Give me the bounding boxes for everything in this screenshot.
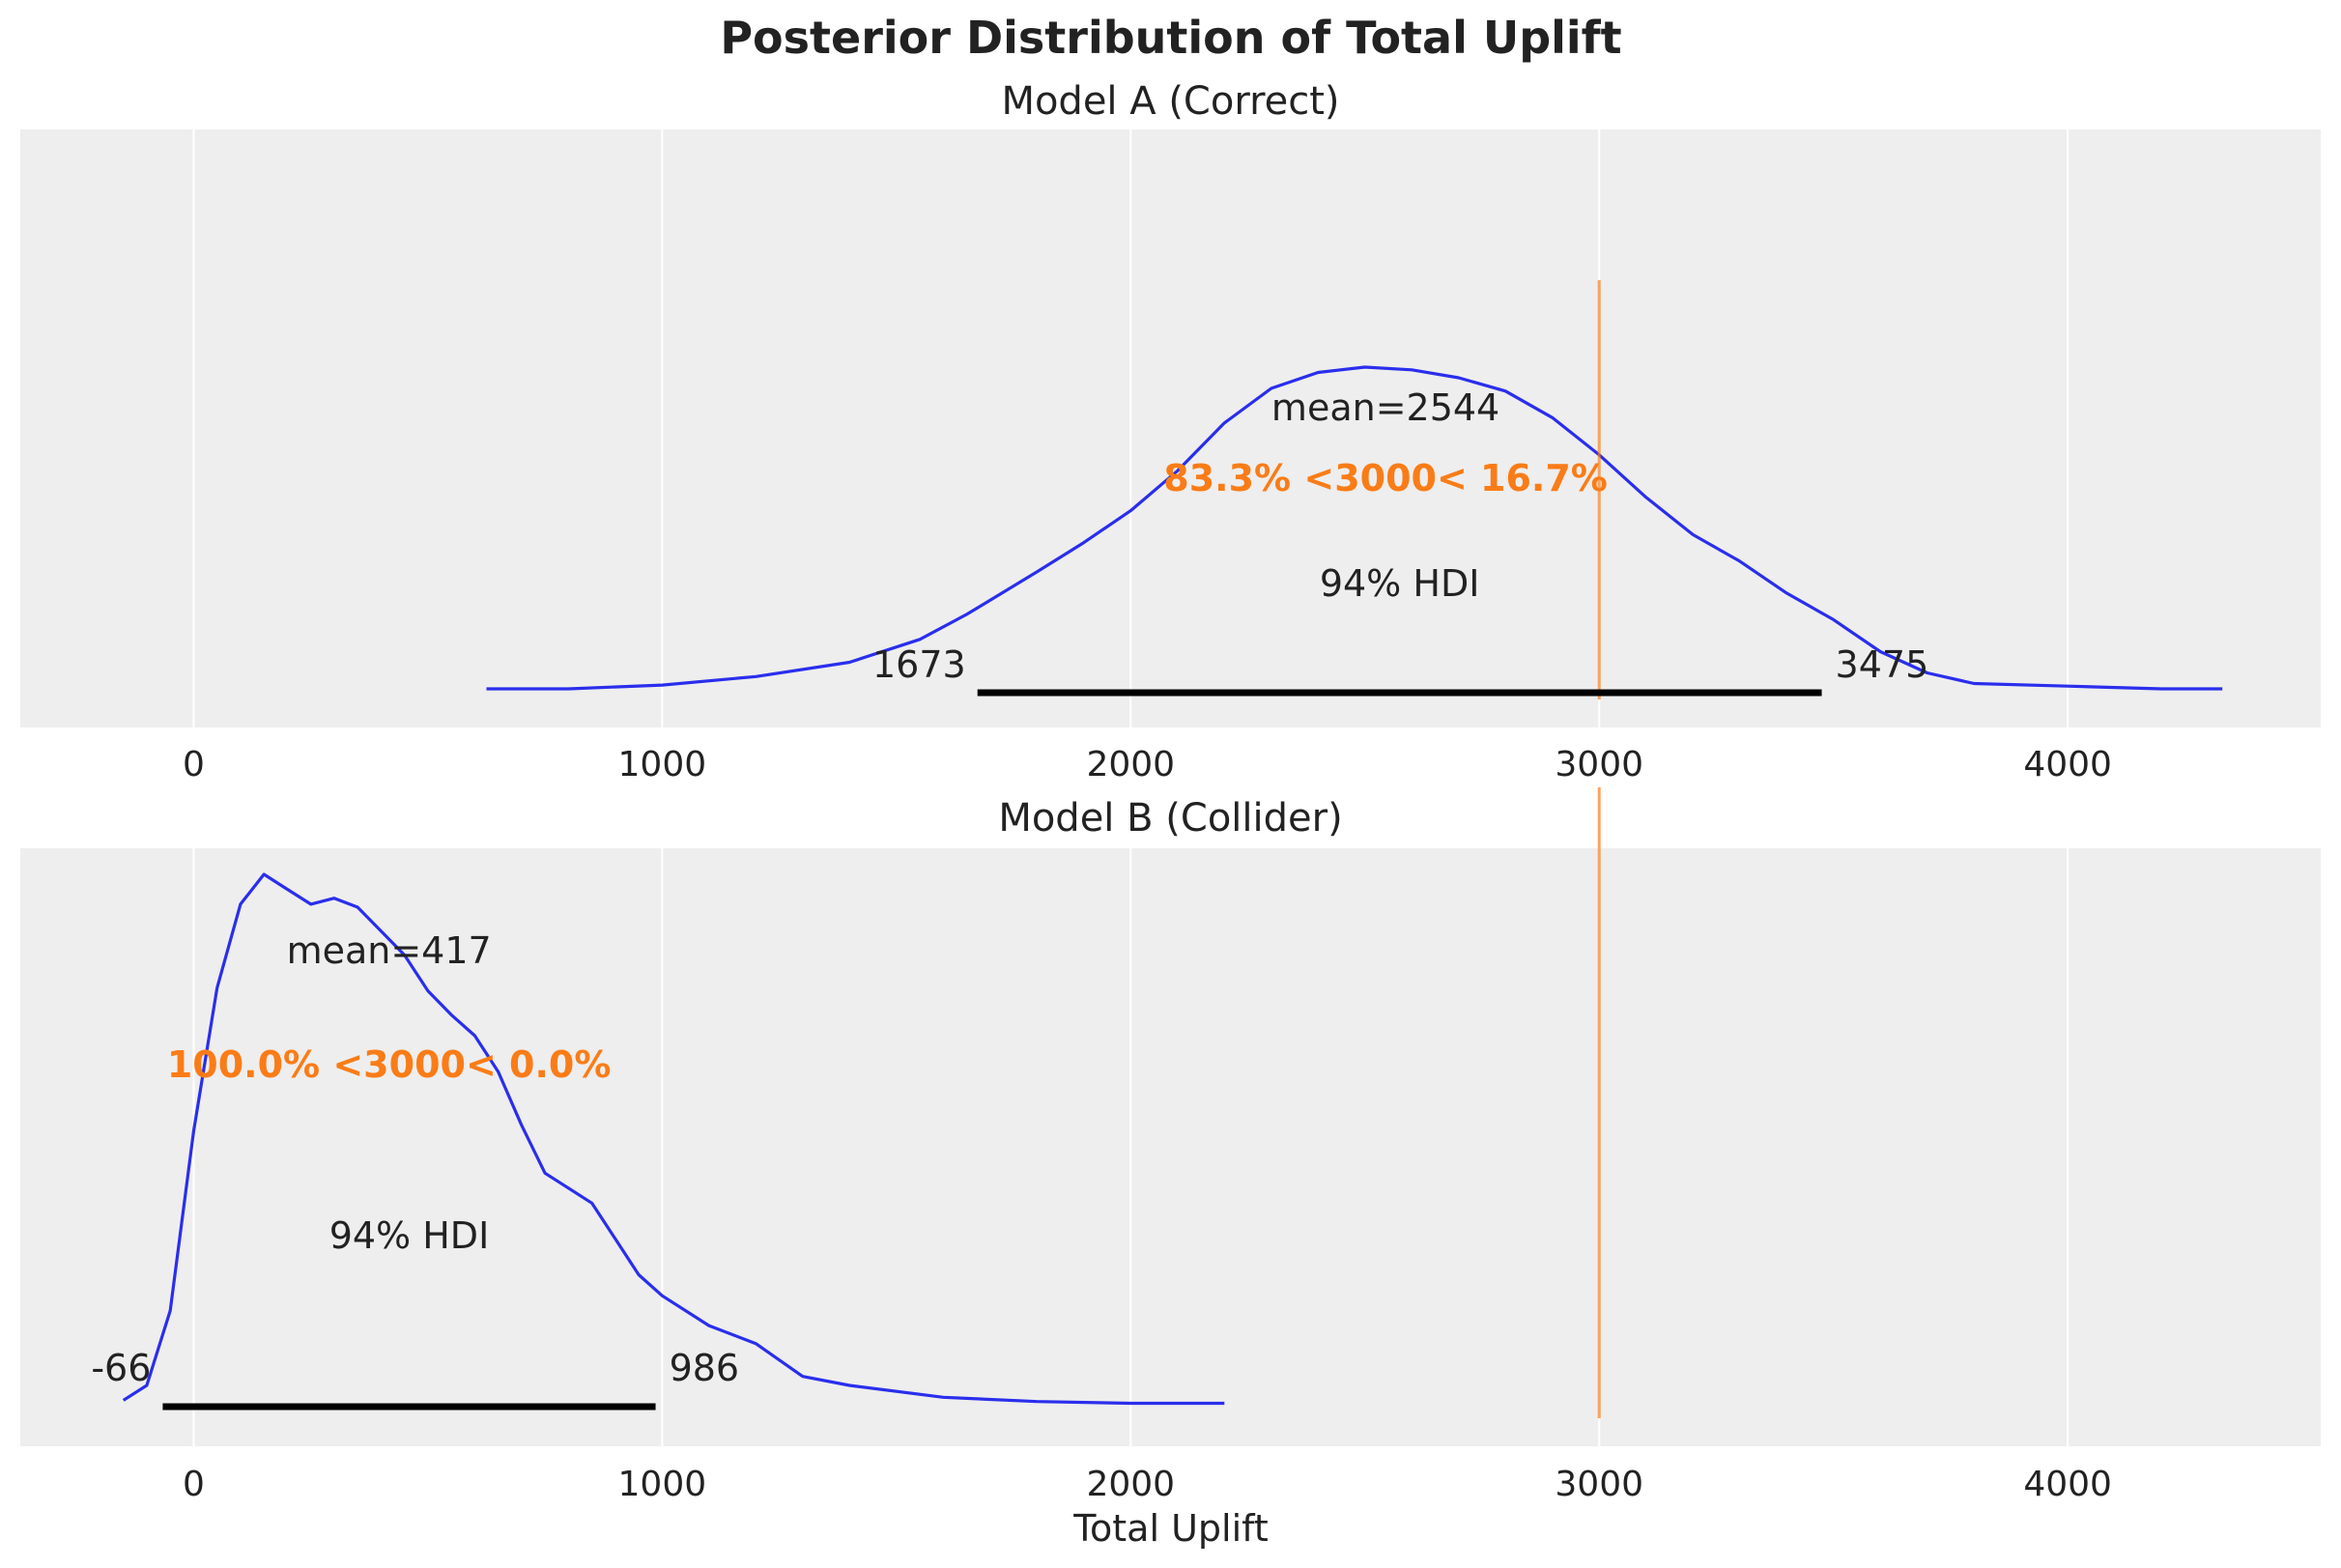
mean-label: mean=2544 [1271, 386, 1499, 429]
density-curve [122, 872, 1225, 1406]
x-tick-label: 3000 [1555, 745, 1643, 784]
panel-model-b: Model B (Collider) 0 1000 2000 3000 4000 mean=… [20, 787, 2321, 1504]
hdi-low-label: -66 [91, 1347, 151, 1389]
plot-background [20, 848, 2321, 1446]
x-tick-label: 1000 [618, 745, 707, 784]
subplot-title: Model B (Collider) [998, 796, 1342, 841]
x-tick-label: 0 [183, 1465, 205, 1504]
panel-model-a: Model A (Correct) 0 1000 2000 3000 4000 mean=2… [20, 79, 2321, 784]
hdi-low-label: 1673 [872, 643, 966, 686]
plot-background [20, 129, 2321, 727]
reference-probability-label: 100.0% <3000< 0.0% [167, 1043, 612, 1086]
x-tick-label: 4000 [2023, 745, 2112, 784]
x-tick-label: 2000 [1086, 1465, 1175, 1504]
density-curve [486, 365, 2223, 691]
x-tick-label: 4000 [2023, 1465, 2112, 1504]
x-tick-label: 1000 [618, 1465, 707, 1504]
x-tick-label: 0 [183, 745, 205, 784]
x-axis-label: Total Uplift [1072, 1507, 1269, 1550]
figure-title: Posterior Distribution of Total Uplift [720, 12, 1621, 64]
reference-probability-label: 83.3% <3000< 16.7% [1163, 457, 1608, 499]
x-tick-label: 3000 [1555, 1465, 1643, 1504]
hdi-label: 94% HDI [329, 1214, 490, 1257]
hdi-high-label: 986 [670, 1347, 740, 1389]
mean-label: mean=417 [287, 929, 492, 972]
subplot-title: Model A (Correct) [1001, 79, 1339, 124]
hdi-label: 94% HDI [1320, 562, 1480, 605]
x-tick-label: 2000 [1086, 745, 1175, 784]
hdi-high-label: 3475 [1836, 643, 1929, 686]
